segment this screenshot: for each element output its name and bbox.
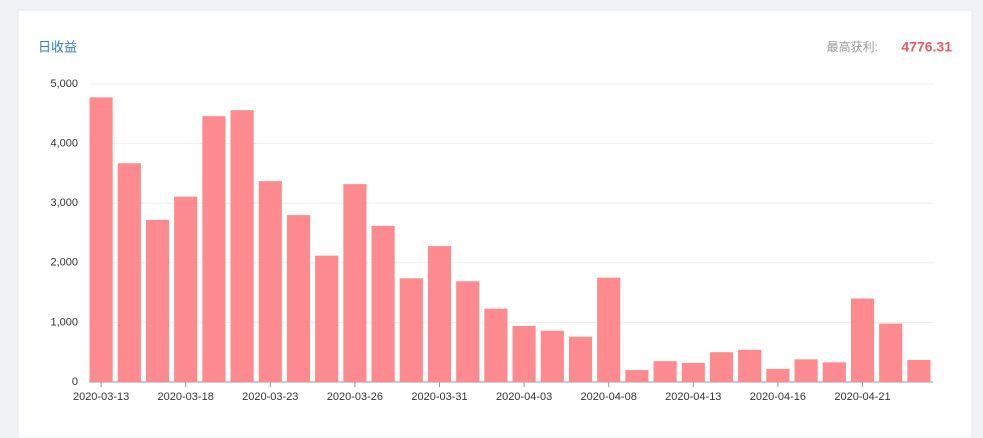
bar bbox=[568, 336, 593, 382]
x-tick-label: 2020-03-23 bbox=[242, 391, 298, 403]
x-tick-label: 2020-03-26 bbox=[327, 391, 383, 403]
bar bbox=[484, 308, 508, 382]
x-tick-label: 2020-04-21 bbox=[834, 391, 890, 403]
y-tick-label: 3,000 bbox=[50, 197, 78, 209]
y-tick-label: 2,000 bbox=[50, 257, 78, 269]
bar bbox=[371, 225, 395, 382]
bar bbox=[117, 163, 141, 382]
y-tick-label: 1,000 bbox=[50, 316, 78, 328]
bar bbox=[89, 97, 113, 383]
bar bbox=[399, 278, 423, 382]
bar bbox=[230, 110, 254, 382]
bar bbox=[625, 370, 649, 382]
x-tick-label: 2020-03-31 bbox=[411, 391, 467, 403]
bar bbox=[145, 219, 170, 382]
y-tick-label: 4,000 bbox=[50, 138, 78, 150]
bar bbox=[766, 368, 790, 382]
bar bbox=[879, 323, 903, 382]
x-tick-label: 2020-04-16 bbox=[750, 391, 806, 403]
y-tick-label: 5,000 bbox=[50, 78, 78, 90]
bar bbox=[540, 330, 564, 382]
bar bbox=[512, 325, 536, 382]
max-label: 最高获利: bbox=[827, 39, 878, 54]
bar bbox=[709, 352, 734, 382]
x-tick-label: 2020-04-08 bbox=[581, 391, 637, 403]
bar bbox=[427, 246, 452, 382]
bar bbox=[258, 181, 282, 382]
bar bbox=[850, 298, 875, 382]
chart-title: 日收益 bbox=[38, 39, 77, 54]
bar bbox=[597, 277, 621, 382]
bar bbox=[174, 196, 198, 382]
bar bbox=[343, 184, 367, 382]
x-tick-label: 2020-03-13 bbox=[73, 391, 129, 403]
bar bbox=[202, 116, 226, 383]
bar bbox=[286, 215, 311, 382]
bar bbox=[456, 281, 480, 382]
bar bbox=[794, 359, 818, 382]
bar bbox=[681, 362, 705, 382]
bar bbox=[907, 359, 931, 382]
bar bbox=[738, 349, 762, 382]
max-value: 4776.31 bbox=[901, 39, 952, 55]
x-tick-label: 2020-04-13 bbox=[665, 391, 721, 403]
bar bbox=[315, 255, 339, 382]
x-tick-label: 2020-04-03 bbox=[496, 391, 552, 403]
bar bbox=[653, 361, 677, 382]
bar bbox=[822, 362, 846, 382]
x-tick-label: 2020-03-18 bbox=[158, 391, 214, 403]
y-tick-label: 0 bbox=[72, 376, 78, 388]
